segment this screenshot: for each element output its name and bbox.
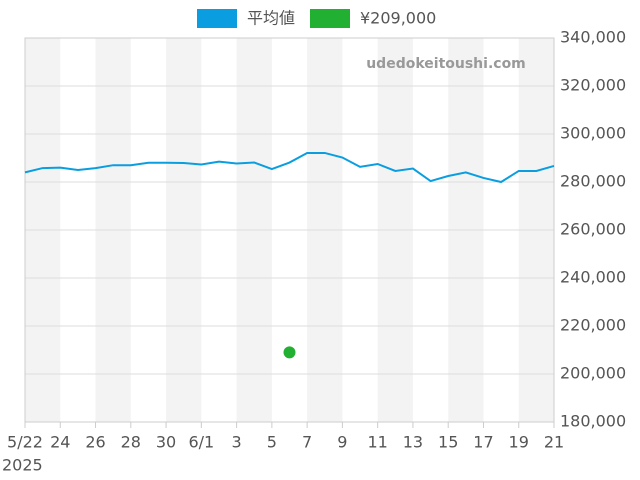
year-label: 2025	[2, 456, 43, 475]
y-tick-label: 260,000	[560, 220, 626, 239]
legend-label: ¥209,000	[360, 9, 436, 28]
y-tick-label: 240,000	[560, 268, 626, 287]
x-tick-label: 15	[438, 433, 458, 452]
legend-swatch	[197, 9, 237, 28]
x-tick-label: 9	[337, 433, 347, 452]
x-tick-label: 30	[156, 433, 176, 452]
point	[283, 346, 296, 359]
plot-border	[24, 37, 555, 423]
x-tick-label: 17	[473, 433, 493, 452]
x-tick-label: 13	[403, 433, 423, 452]
y-tick-label: 320,000	[560, 76, 626, 95]
legend-label: 平均値	[247, 9, 295, 28]
y-tick-label: 220,000	[560, 316, 626, 335]
x-tick-label: 11	[367, 433, 387, 452]
x-tick-label: 5/22	[7, 433, 43, 452]
y-tick-label: 280,000	[560, 172, 626, 191]
x-tick-label: 24	[50, 433, 70, 452]
x-tick-label: 21	[544, 433, 564, 452]
y-tick-label: 340,000	[560, 28, 626, 47]
x-tick-label: 26	[85, 433, 105, 452]
x-tick-label: 7	[302, 433, 312, 452]
y-tick-label: 200,000	[560, 364, 626, 383]
y-tick-label: 180,000	[560, 412, 626, 431]
x-tick-label: 6/1	[188, 433, 214, 452]
watermark: udedokeitoushi.com	[366, 56, 526, 72]
x-tick-label: 28	[121, 433, 141, 452]
x-tick-label: 19	[509, 433, 529, 452]
y-tick-label: 300,000	[560, 124, 626, 143]
line	[24, 151, 555, 184]
x-tick-label: 3	[232, 433, 242, 452]
legend-swatch	[310, 9, 350, 28]
x-tick-label: 5	[267, 433, 277, 452]
